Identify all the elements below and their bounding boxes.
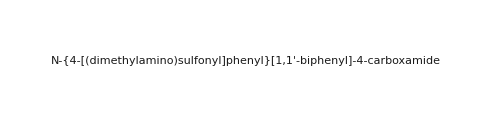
- Text: N-{4-[(dimethylamino)sulfonyl]phenyl}[1,1'-biphenyl]-4-carboxamide: N-{4-[(dimethylamino)sulfonyl]phenyl}[1,…: [51, 56, 441, 67]
